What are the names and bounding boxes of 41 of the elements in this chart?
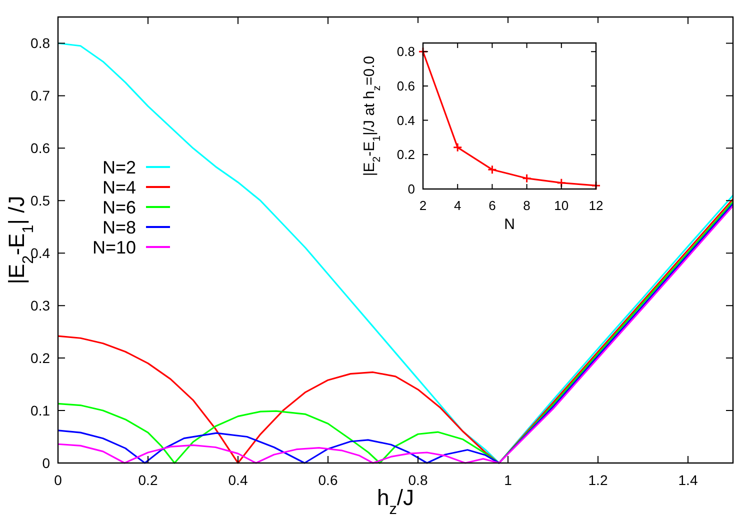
y-tick-label: 0.3	[30, 297, 50, 314]
x-tick-label: 1.2	[588, 472, 608, 488]
x-tick-label: 1	[504, 472, 512, 488]
x-tick-label: 0.8	[408, 472, 428, 488]
x-tick-label: 12	[588, 198, 604, 213]
legend-label: N=10	[92, 237, 136, 258]
y-tick-label: 0	[42, 454, 50, 471]
point	[591, 180, 601, 190]
point	[452, 142, 462, 152]
x-tick-label: 6	[488, 198, 496, 213]
x-tick-label: 0.2	[138, 472, 158, 488]
x-tick-label: 1.4	[678, 472, 698, 488]
point	[487, 164, 497, 174]
y-tick-label: 0.6	[30, 140, 50, 156]
y-tick-label: 0.5	[30, 192, 50, 209]
x-tick-label: 2	[419, 198, 427, 213]
y-tick-label: 0.2	[396, 147, 415, 162]
point	[522, 174, 532, 184]
x-axis-title: h$_{z}$/J	[376, 485, 414, 518]
x-tick-label: 4	[454, 198, 462, 213]
x-axis-title: N	[504, 216, 515, 233]
x-tick-label: 8	[523, 198, 530, 213]
y-tick-label: 0.8	[30, 35, 50, 52]
legend-label: N=8	[102, 217, 136, 238]
x-tick-label: 10	[554, 198, 569, 213]
y-tick-label: 0.4	[396, 112, 415, 128]
x-tick-label: 0	[54, 472, 62, 488]
y-tick-label: 0	[408, 182, 415, 197]
point	[418, 46, 428, 56]
line-series	[57, 42, 734, 464]
x-tick-label: 0.6	[318, 472, 338, 488]
y-tick-label: 0.2	[30, 350, 50, 366]
y-tick-label: 0.1	[30, 402, 50, 418]
legend-label: N=4	[102, 177, 136, 198]
legend-label: N=2	[102, 157, 136, 178]
y-tick-label: 0.8	[396, 44, 415, 60]
y-tick-label: 0.6	[396, 78, 415, 94]
legend-label: N=6	[102, 197, 136, 218]
point	[556, 178, 566, 188]
x-tick-label: 0.4	[228, 472, 248, 488]
y-tick-label: 0.7	[30, 88, 50, 104]
